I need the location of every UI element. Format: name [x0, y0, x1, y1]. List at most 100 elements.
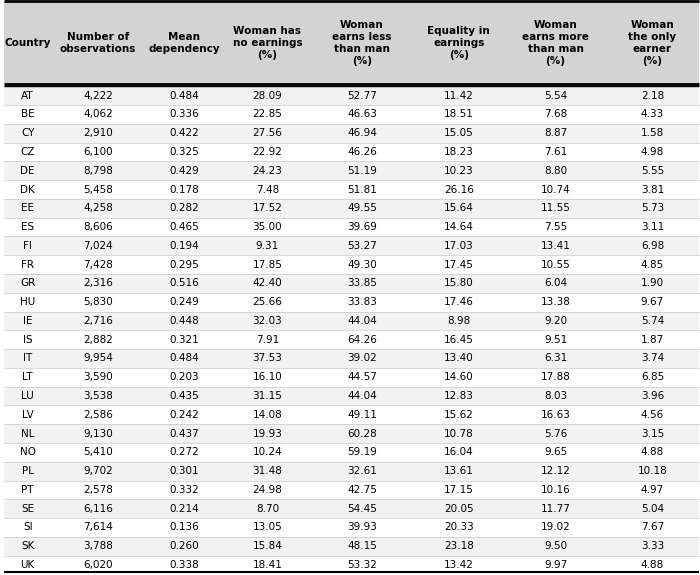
Bar — [4, 330, 699, 349]
Text: 0.242: 0.242 — [169, 410, 199, 420]
Text: NL: NL — [21, 428, 34, 439]
Text: AT: AT — [22, 91, 34, 101]
Text: 4,258: 4,258 — [83, 204, 113, 213]
Text: 17.88: 17.88 — [540, 372, 570, 382]
Text: 25.66: 25.66 — [253, 297, 282, 307]
Text: 2,716: 2,716 — [83, 316, 113, 326]
Text: 11.77: 11.77 — [540, 504, 570, 513]
Text: 7,024: 7,024 — [83, 241, 113, 251]
Text: 0.484: 0.484 — [169, 91, 199, 101]
Bar — [4, 162, 699, 180]
Text: 17.15: 17.15 — [444, 485, 474, 495]
Text: SE: SE — [21, 504, 34, 513]
Text: NO: NO — [20, 447, 36, 457]
Text: 0.249: 0.249 — [169, 297, 199, 307]
Text: 4,222: 4,222 — [83, 91, 113, 101]
Text: Woman has
no earnings
(%): Woman has no earnings (%) — [232, 25, 302, 60]
Text: 19.02: 19.02 — [540, 523, 570, 532]
Text: 16.04: 16.04 — [444, 447, 474, 457]
Text: 15.84: 15.84 — [253, 541, 282, 551]
Text: 37.53: 37.53 — [253, 354, 282, 363]
Text: CZ: CZ — [20, 147, 35, 157]
Text: LU: LU — [21, 391, 34, 401]
Text: BE: BE — [21, 109, 34, 120]
Text: 35.00: 35.00 — [253, 222, 282, 232]
Text: 3,590: 3,590 — [83, 372, 113, 382]
Text: 60.28: 60.28 — [347, 428, 377, 439]
Text: 18.23: 18.23 — [444, 147, 474, 157]
Text: 33.83: 33.83 — [347, 297, 377, 307]
Text: 49.11: 49.11 — [347, 410, 377, 420]
Text: 12.12: 12.12 — [540, 466, 570, 476]
Text: 6,116: 6,116 — [83, 504, 113, 513]
Text: 16.10: 16.10 — [253, 372, 282, 382]
Bar — [4, 481, 699, 499]
Text: PT: PT — [22, 485, 34, 495]
Text: 9.50: 9.50 — [544, 541, 567, 551]
Text: 6.04: 6.04 — [544, 278, 567, 289]
Text: 14.60: 14.60 — [444, 372, 474, 382]
Text: CY: CY — [21, 128, 34, 138]
Text: 17.85: 17.85 — [253, 260, 282, 270]
Text: 4.98: 4.98 — [640, 147, 664, 157]
Text: 0.435: 0.435 — [169, 391, 199, 401]
Text: FR: FR — [21, 260, 34, 270]
Text: 2,910: 2,910 — [83, 128, 113, 138]
Text: 0.301: 0.301 — [169, 466, 199, 476]
Text: 7.55: 7.55 — [544, 222, 567, 232]
Bar — [4, 143, 699, 162]
Text: 0.214: 0.214 — [169, 504, 199, 513]
Text: 44.04: 44.04 — [347, 391, 377, 401]
Bar — [4, 86, 699, 105]
Bar — [4, 386, 699, 405]
Bar — [4, 105, 699, 124]
Text: 0.178: 0.178 — [169, 185, 199, 194]
Text: 53.27: 53.27 — [347, 241, 377, 251]
Text: HU: HU — [20, 297, 35, 307]
Text: 0.465: 0.465 — [169, 222, 199, 232]
Text: 9,954: 9,954 — [83, 354, 113, 363]
Text: 0.260: 0.260 — [169, 541, 199, 551]
Text: ES: ES — [21, 222, 34, 232]
Text: 32.03: 32.03 — [253, 316, 282, 326]
Bar — [4, 518, 699, 537]
Text: 4,062: 4,062 — [83, 109, 113, 120]
Text: 6.85: 6.85 — [640, 372, 664, 382]
Text: 46.94: 46.94 — [347, 128, 377, 138]
Text: 0.332: 0.332 — [169, 485, 199, 495]
Text: 48.15: 48.15 — [347, 541, 377, 551]
Text: Country: Country — [4, 37, 51, 48]
Text: 0.325: 0.325 — [169, 147, 199, 157]
Text: 9.51: 9.51 — [544, 335, 567, 345]
Text: 4.88: 4.88 — [640, 560, 664, 570]
Text: 4.56: 4.56 — [640, 410, 664, 420]
Text: IT: IT — [23, 354, 32, 363]
Text: 6.31: 6.31 — [544, 354, 567, 363]
Text: 16.63: 16.63 — [540, 410, 570, 420]
Text: 52.77: 52.77 — [347, 91, 377, 101]
Bar — [4, 218, 699, 236]
Text: GR: GR — [20, 278, 35, 289]
Text: 64.26: 64.26 — [347, 335, 377, 345]
Bar — [4, 1, 699, 84]
Text: 27.56: 27.56 — [253, 128, 282, 138]
Text: 10.16: 10.16 — [540, 485, 570, 495]
Text: 11.42: 11.42 — [444, 91, 474, 101]
Text: 42.40: 42.40 — [253, 278, 282, 289]
Text: 5.73: 5.73 — [640, 204, 664, 213]
Text: 13.05: 13.05 — [253, 523, 282, 532]
Text: 4.85: 4.85 — [640, 260, 664, 270]
Text: 24.98: 24.98 — [253, 485, 282, 495]
Bar — [4, 537, 699, 555]
Text: 13.41: 13.41 — [540, 241, 570, 251]
Text: 0.136: 0.136 — [169, 523, 199, 532]
Text: 3.15: 3.15 — [640, 428, 664, 439]
Bar — [4, 368, 699, 386]
Text: 54.45: 54.45 — [347, 504, 377, 513]
Text: 24.23: 24.23 — [253, 166, 282, 176]
Text: 2,586: 2,586 — [83, 410, 113, 420]
Text: 15.62: 15.62 — [444, 410, 474, 420]
Text: 8,798: 8,798 — [83, 166, 113, 176]
Text: 22.85: 22.85 — [253, 109, 282, 120]
Text: 17.45: 17.45 — [444, 260, 474, 270]
